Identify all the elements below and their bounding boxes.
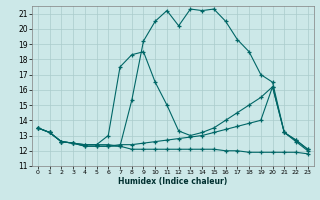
X-axis label: Humidex (Indice chaleur): Humidex (Indice chaleur) — [118, 177, 228, 186]
